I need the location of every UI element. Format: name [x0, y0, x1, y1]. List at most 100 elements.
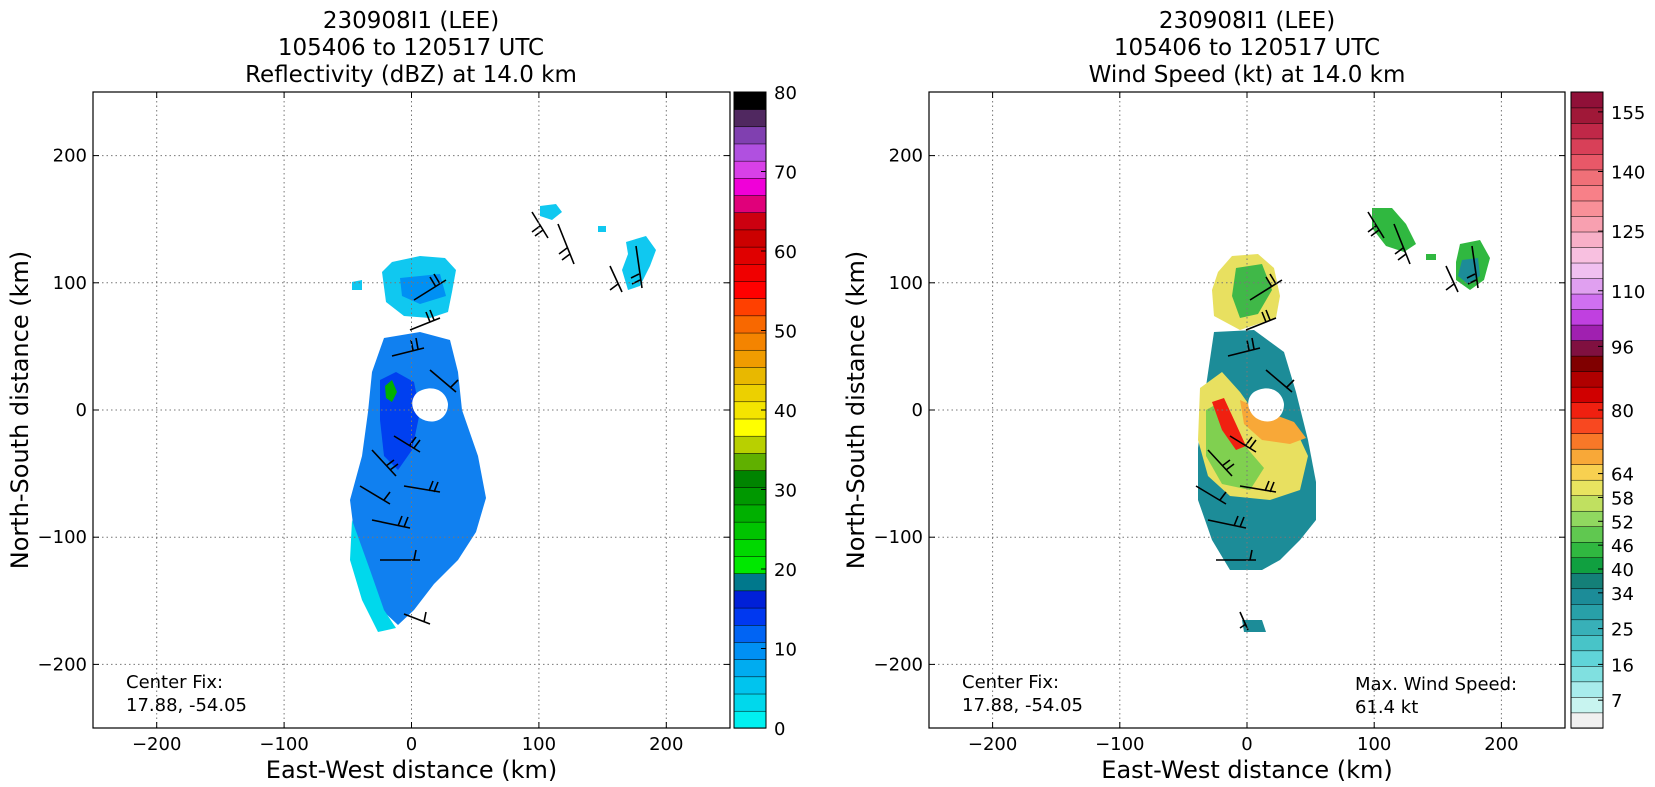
x-tick-label: −200 — [968, 734, 1017, 755]
wind-barbs — [1195, 211, 1479, 631]
colorbar-tick-label: 70 — [774, 163, 797, 184]
colorbar-swatch — [1570, 324, 1604, 341]
colorbar-tick-label: 30 — [774, 481, 797, 502]
colorbar-swatch — [1570, 277, 1604, 295]
colorbar-swatch — [733, 658, 767, 678]
colorbar-swatch — [733, 263, 767, 282]
colorbar-swatch — [733, 212, 767, 231]
colorbar-swatch — [733, 676, 767, 695]
colorbar-swatch — [1570, 262, 1604, 279]
colorbar-swatch — [1570, 541, 1604, 559]
y-tick-label: −100 — [874, 527, 923, 548]
colorbar-swatch — [1570, 681, 1604, 698]
colorbar-swatch — [1570, 184, 1604, 202]
wind-barb — [380, 549, 420, 561]
colorbar-swatch — [1570, 215, 1604, 233]
wind-barb — [1249, 273, 1283, 301]
x-tick-label: 200 — [649, 734, 683, 755]
colorbar-tick-label: 80 — [774, 83, 797, 104]
colorbar-tick-label: 80 — [1611, 401, 1634, 422]
wind-ne-cell-3 — [1426, 254, 1436, 260]
x-tick-label: 0 — [406, 734, 417, 755]
colorbar-swatch — [733, 435, 767, 454]
max-wind-value: 61.4 kt — [1355, 697, 1418, 718]
x-tick-label: −100 — [259, 734, 308, 755]
x-tick-label: −200 — [132, 734, 181, 755]
title-line-1: 230908I1 (LEE) — [323, 8, 499, 34]
colorbar-swatch — [733, 229, 767, 248]
colorbar-swatch — [1570, 712, 1604, 729]
x-tick-label: 100 — [1357, 734, 1391, 755]
colorbar-tick-label: 40 — [1611, 560, 1634, 581]
colorbar-tick-label: 0 — [774, 719, 785, 740]
colorbar-swatch — [1570, 107, 1604, 124]
colorbar-tick-label: 140 — [1611, 163, 1645, 184]
colorbar-swatch — [1570, 634, 1604, 652]
x-tick-label: 200 — [1484, 734, 1518, 755]
echo-eye — [412, 388, 448, 422]
colorbar-swatch — [733, 349, 767, 368]
echo-main-outer — [350, 520, 396, 632]
colorbar-swatch — [733, 504, 767, 523]
colorbar-swatch — [733, 383, 767, 403]
colorbar-swatch — [733, 108, 767, 128]
colorbar-tick-label: 110 — [1611, 282, 1645, 303]
colorbar-swatch — [733, 538, 767, 557]
wind-barb — [371, 515, 411, 529]
wind-eye — [1248, 388, 1284, 422]
title-line-3: Wind Speed (kt) at 14.0 km — [1089, 62, 1406, 88]
colorbar-swatch — [1570, 464, 1604, 481]
echo-core-green — [385, 380, 397, 402]
colorbar-tick-label: 60 — [774, 242, 797, 263]
colorbar-swatch — [733, 160, 767, 179]
colorbar-swatch — [1570, 433, 1604, 450]
wind-speed-plot-area — [929, 92, 1565, 728]
colorbar-swatch — [733, 246, 767, 265]
y-tick-label: 200 — [53, 146, 87, 167]
colorbar-swatch — [1570, 386, 1604, 403]
echo-ne-cell-3 — [598, 226, 606, 232]
colorbar-tick-label: 155 — [1611, 103, 1645, 124]
wind-barb — [359, 485, 391, 505]
colorbar-swatch — [1570, 153, 1604, 171]
wind-barb — [1445, 265, 1459, 293]
x-tick-label: 0 — [1241, 734, 1252, 755]
reflectivity-plot-area — [93, 92, 730, 728]
title-line-2: 105406 to 120517 UTC — [1114, 35, 1380, 61]
x-tick-label: 100 — [522, 734, 556, 755]
wind-barb — [557, 223, 575, 265]
colorbar-swatch — [1570, 308, 1604, 326]
colorbar-swatch — [733, 590, 767, 609]
colorbar-swatch — [1570, 138, 1604, 155]
colorbar-swatch — [733, 452, 767, 471]
panel-wind-speed: 230908I1 (LEE) 105406 to 120517 UTC Wind… — [842, 8, 1645, 784]
colorbar-swatch — [1570, 231, 1604, 248]
colorbar-swatch — [733, 693, 767, 712]
colorbar-swatch — [1570, 619, 1604, 636]
colorbar-swatch — [733, 521, 767, 540]
colorbar-swatch — [733, 641, 767, 660]
colorbar-swatch — [1570, 603, 1604, 621]
colorbar-swatch — [1570, 200, 1604, 217]
title-line-1: 230908I1 (LEE) — [1159, 8, 1335, 34]
colorbar-swatch — [733, 573, 767, 592]
y-axis-label: North-South distance (km) — [6, 251, 34, 570]
colorbar-swatch — [1570, 572, 1604, 590]
colorbar-swatch — [733, 332, 767, 351]
y-tick-label: 0 — [912, 400, 923, 421]
wind-ne-cell-1 — [1372, 208, 1416, 252]
wind-barb — [413, 273, 447, 301]
colorbar-swatch — [733, 194, 767, 213]
colorbar-swatch — [733, 469, 767, 489]
wind-barb — [1393, 223, 1411, 265]
colorbar-swatch — [1570, 246, 1604, 264]
wind-barb — [1239, 480, 1277, 493]
wind-barb — [409, 309, 441, 331]
wind-red-core — [1212, 398, 1246, 450]
colorbar-tick-label: 10 — [774, 640, 797, 661]
colorbar-tick-label: 64 — [1611, 465, 1634, 486]
x-axis-label: East-West distance (km) — [1101, 756, 1392, 784]
colorbar-tick-label: 20 — [774, 560, 797, 581]
x-tick-label: −100 — [1095, 734, 1144, 755]
echo-ne-cell-1 — [540, 204, 562, 220]
